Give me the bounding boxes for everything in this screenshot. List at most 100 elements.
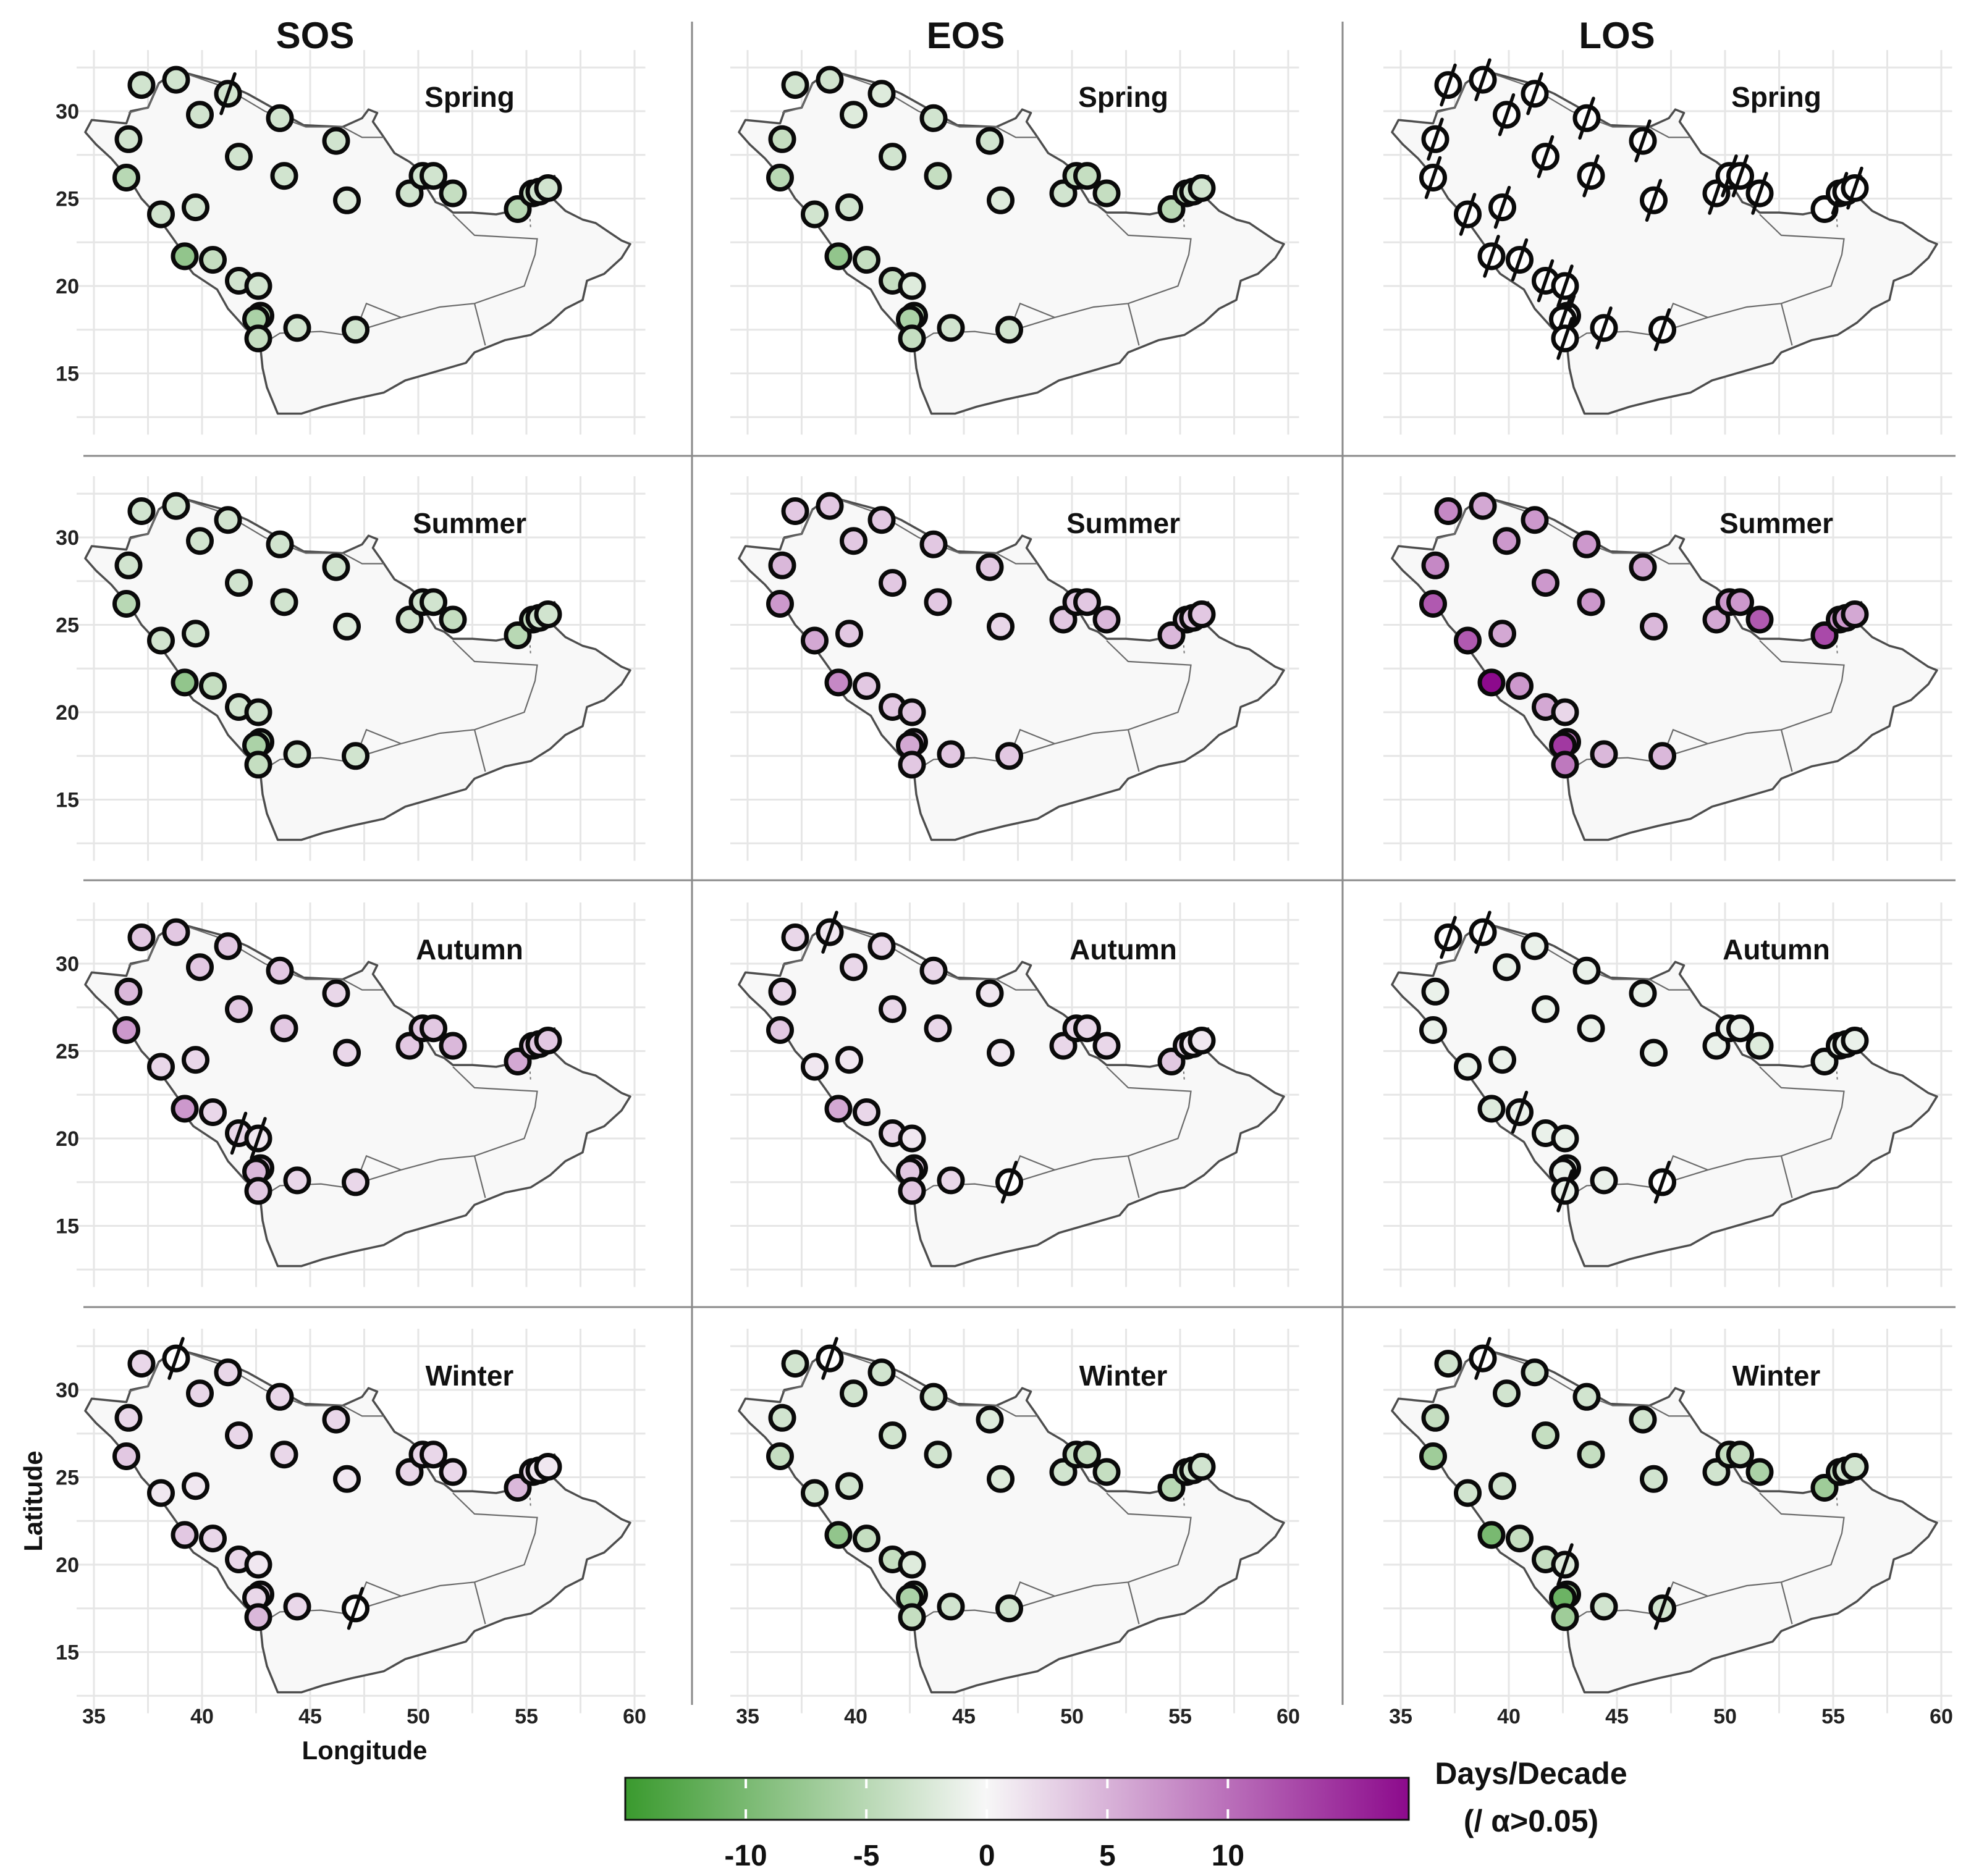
lon-tick-label: 55 — [1821, 1705, 1845, 1728]
station-circle — [816, 492, 844, 520]
not-significant-slash — [1511, 1090, 1529, 1134]
map-panel-sos-winter: Winter — [77, 1328, 646, 1714]
station-circle — [266, 530, 294, 558]
station-marker — [1477, 235, 1506, 278]
country-border — [355, 1066, 538, 1185]
station-circle — [162, 492, 190, 520]
station-marker — [987, 1038, 1015, 1067]
station-circle — [1577, 1014, 1605, 1043]
station-circle — [283, 740, 311, 768]
station-marker — [182, 620, 209, 648]
station-marker — [1419, 1016, 1447, 1044]
station-circle — [1532, 995, 1559, 1024]
arabian-peninsula-landmass — [84, 1348, 631, 1694]
country-border — [995, 978, 1037, 991]
station-circle — [171, 1521, 199, 1549]
country-border — [782, 83, 814, 114]
station-circle — [898, 751, 926, 779]
station-marker — [420, 162, 447, 190]
country-border — [782, 509, 814, 540]
station-circle — [1188, 174, 1216, 202]
station-circle — [1640, 1038, 1668, 1067]
station-marker — [1421, 1403, 1449, 1432]
station-marker — [1506, 238, 1534, 282]
station-marker — [439, 1458, 467, 1486]
station-circle — [147, 1479, 175, 1507]
station-marker — [420, 1014, 447, 1043]
station-marker — [1577, 1014, 1605, 1043]
station-circle — [898, 1124, 926, 1153]
arabian-peninsula-landmass — [1391, 922, 1938, 1268]
map-panel-eos-summer: Summer — [730, 476, 1299, 861]
station-circle — [924, 1014, 952, 1043]
not-significant-slash — [1731, 154, 1749, 198]
station-marker — [924, 1441, 952, 1469]
station-circle — [1551, 751, 1579, 779]
station-circle — [244, 1550, 272, 1579]
station-circle — [867, 932, 896, 961]
station-marker — [1188, 1027, 1216, 1054]
station-marker — [1454, 626, 1482, 655]
season-label: Winter — [1732, 1360, 1821, 1392]
station-marker — [1640, 612, 1668, 641]
station-marker — [1419, 590, 1447, 618]
station-marker — [1092, 605, 1121, 634]
country-border — [1780, 1156, 1793, 1198]
station-marker — [1629, 979, 1657, 1007]
station-circle — [987, 1465, 1015, 1493]
station-circle — [171, 1095, 199, 1123]
station-circle — [919, 530, 948, 558]
station-circle — [420, 588, 447, 616]
colorbar-title: Days/Decade — [1435, 1756, 1627, 1791]
station-circle — [1648, 742, 1676, 770]
station-marker — [127, 71, 156, 99]
station-circle — [835, 1046, 863, 1074]
station-marker — [112, 164, 140, 191]
station-circle — [1073, 588, 1101, 616]
arabian-peninsula-landmass — [84, 922, 631, 1268]
station-circle — [768, 551, 796, 579]
lon-tick-label: 60 — [623, 1705, 646, 1728]
station-circle — [244, 698, 272, 726]
arabian-peninsula-landmass — [738, 70, 1285, 415]
station-marker — [322, 1405, 350, 1434]
station-circle — [976, 127, 1004, 155]
station-circle — [1434, 497, 1462, 525]
station-marker — [147, 1479, 175, 1507]
station-circle — [995, 1594, 1023, 1623]
station-circle — [186, 101, 214, 129]
country-border — [128, 935, 160, 966]
lon-tick-label: 45 — [1605, 1705, 1629, 1728]
station-circle — [244, 1177, 272, 1205]
station-circle — [283, 1166, 311, 1195]
station-marker — [1841, 1453, 1869, 1481]
country-border — [355, 214, 538, 332]
station-marker — [182, 1472, 209, 1500]
station-marker — [1488, 185, 1516, 229]
station-circle — [114, 551, 143, 579]
not-significant-slash — [1424, 156, 1442, 200]
station-circle — [1477, 668, 1506, 697]
station-circle — [127, 1350, 156, 1378]
station-circle — [225, 143, 253, 171]
lat-tick-label: 20 — [56, 1554, 79, 1577]
station-marker — [1640, 1465, 1668, 1493]
map-panel-los-winter: Winter — [1383, 1328, 1952, 1714]
station-marker — [1745, 172, 1774, 215]
station-marker — [1551, 317, 1579, 360]
not-significant-slash — [219, 72, 237, 116]
station-marker — [270, 1014, 298, 1043]
country-border — [1662, 1066, 1845, 1185]
station-circle — [898, 1177, 926, 1205]
station-circle — [1745, 1032, 1774, 1060]
column-title-sos: SOS — [276, 15, 355, 56]
lon-tick-label: 55 — [515, 1705, 538, 1728]
station-marker — [162, 492, 190, 520]
station-marker — [1590, 1166, 1618, 1195]
station-marker — [919, 530, 948, 558]
station-marker — [768, 977, 796, 1006]
station-marker — [147, 626, 175, 655]
arabian-peninsula-landmass — [84, 70, 631, 415]
station-marker — [995, 316, 1023, 344]
station-marker — [995, 1161, 1023, 1204]
